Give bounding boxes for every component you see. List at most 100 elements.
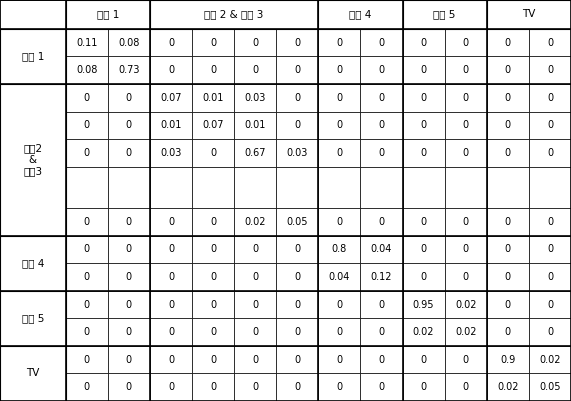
Bar [276,263,319,291]
Bar [150,291,192,318]
Bar [108,373,150,401]
Text: 0: 0 [252,272,258,282]
Text: 0: 0 [84,148,90,158]
Bar [150,167,192,208]
Bar [360,84,403,111]
Bar [276,84,319,111]
Bar [0,0,66,29]
Bar [0,346,66,401]
Bar [445,139,486,167]
Bar [529,57,571,84]
Text: 0: 0 [547,272,553,282]
Bar [486,139,529,167]
Text: 0: 0 [252,382,258,392]
Text: 0.02: 0.02 [455,327,476,337]
Text: 0: 0 [84,300,90,310]
Bar [0,208,66,236]
Bar [276,373,319,401]
Text: 기기 4: 기기 4 [22,258,44,268]
Bar [192,263,234,291]
Bar [150,0,319,29]
Text: 0: 0 [294,327,300,337]
Text: 0.02: 0.02 [455,300,476,310]
Text: 0: 0 [336,217,343,227]
Text: 0: 0 [84,93,90,103]
Text: TV: TV [26,369,39,379]
Text: 0: 0 [294,244,300,254]
Text: 0: 0 [463,38,469,48]
Bar [319,318,360,346]
Text: 0: 0 [505,272,511,282]
Bar [445,236,486,263]
Bar [360,263,403,291]
Bar [150,208,192,236]
Text: 0: 0 [210,244,216,254]
Text: 0: 0 [84,354,90,365]
Bar [66,139,108,167]
Bar [403,208,445,236]
Text: 0: 0 [547,38,553,48]
Bar [486,373,529,401]
Bar [403,57,445,84]
Text: 0.05: 0.05 [287,217,308,227]
Bar [234,318,276,346]
Text: 0: 0 [168,65,174,75]
Bar [360,208,403,236]
Text: 0: 0 [547,93,553,103]
Text: 0: 0 [336,93,343,103]
Bar [150,346,192,373]
Bar [403,346,445,373]
Bar [319,291,360,318]
Bar [529,236,571,263]
Bar [529,139,571,167]
Text: 0: 0 [210,148,216,158]
Bar [529,291,571,318]
Text: 0: 0 [126,382,132,392]
Bar [66,346,108,373]
Bar [66,318,108,346]
Text: 0: 0 [421,354,427,365]
Text: 0: 0 [379,327,384,337]
Text: 0: 0 [126,327,132,337]
Bar [403,139,445,167]
Text: 0: 0 [463,120,469,130]
Bar [319,57,360,84]
Bar [150,111,192,139]
Bar [529,0,571,29]
Bar [276,29,319,57]
Text: 0: 0 [252,65,258,75]
Bar [234,346,276,373]
Bar [150,139,192,167]
Text: 0: 0 [379,93,384,103]
Bar [108,29,150,57]
Text: 0.07: 0.07 [202,120,224,130]
Bar [108,236,150,263]
Text: 0: 0 [421,93,427,103]
Text: 0: 0 [84,272,90,282]
Text: 0.02: 0.02 [413,327,435,337]
Text: 0: 0 [421,244,427,254]
Bar [108,346,150,373]
Text: 기기 5: 기기 5 [22,313,44,323]
Bar [66,84,108,111]
Text: 0.01: 0.01 [160,120,182,130]
Text: 기기2
&
기기3: 기기2 & 기기3 [23,143,42,176]
Text: 0: 0 [547,120,553,130]
Text: 0: 0 [421,65,427,75]
Bar [0,84,66,111]
Text: 0.08: 0.08 [76,65,98,75]
Text: 0: 0 [126,300,132,310]
Text: 0: 0 [421,217,427,227]
Bar [360,29,403,57]
Text: 0: 0 [210,300,216,310]
Bar [0,57,66,84]
Bar [445,111,486,139]
Text: 0: 0 [252,38,258,48]
Bar [0,236,66,291]
Text: 0: 0 [463,93,469,103]
Bar [403,263,445,291]
Text: 0: 0 [547,148,553,158]
Text: 0: 0 [294,382,300,392]
Bar [108,208,150,236]
Bar [445,29,486,57]
